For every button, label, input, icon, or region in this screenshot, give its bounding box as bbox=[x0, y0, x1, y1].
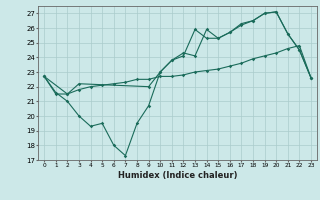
X-axis label: Humidex (Indice chaleur): Humidex (Indice chaleur) bbox=[118, 171, 237, 180]
